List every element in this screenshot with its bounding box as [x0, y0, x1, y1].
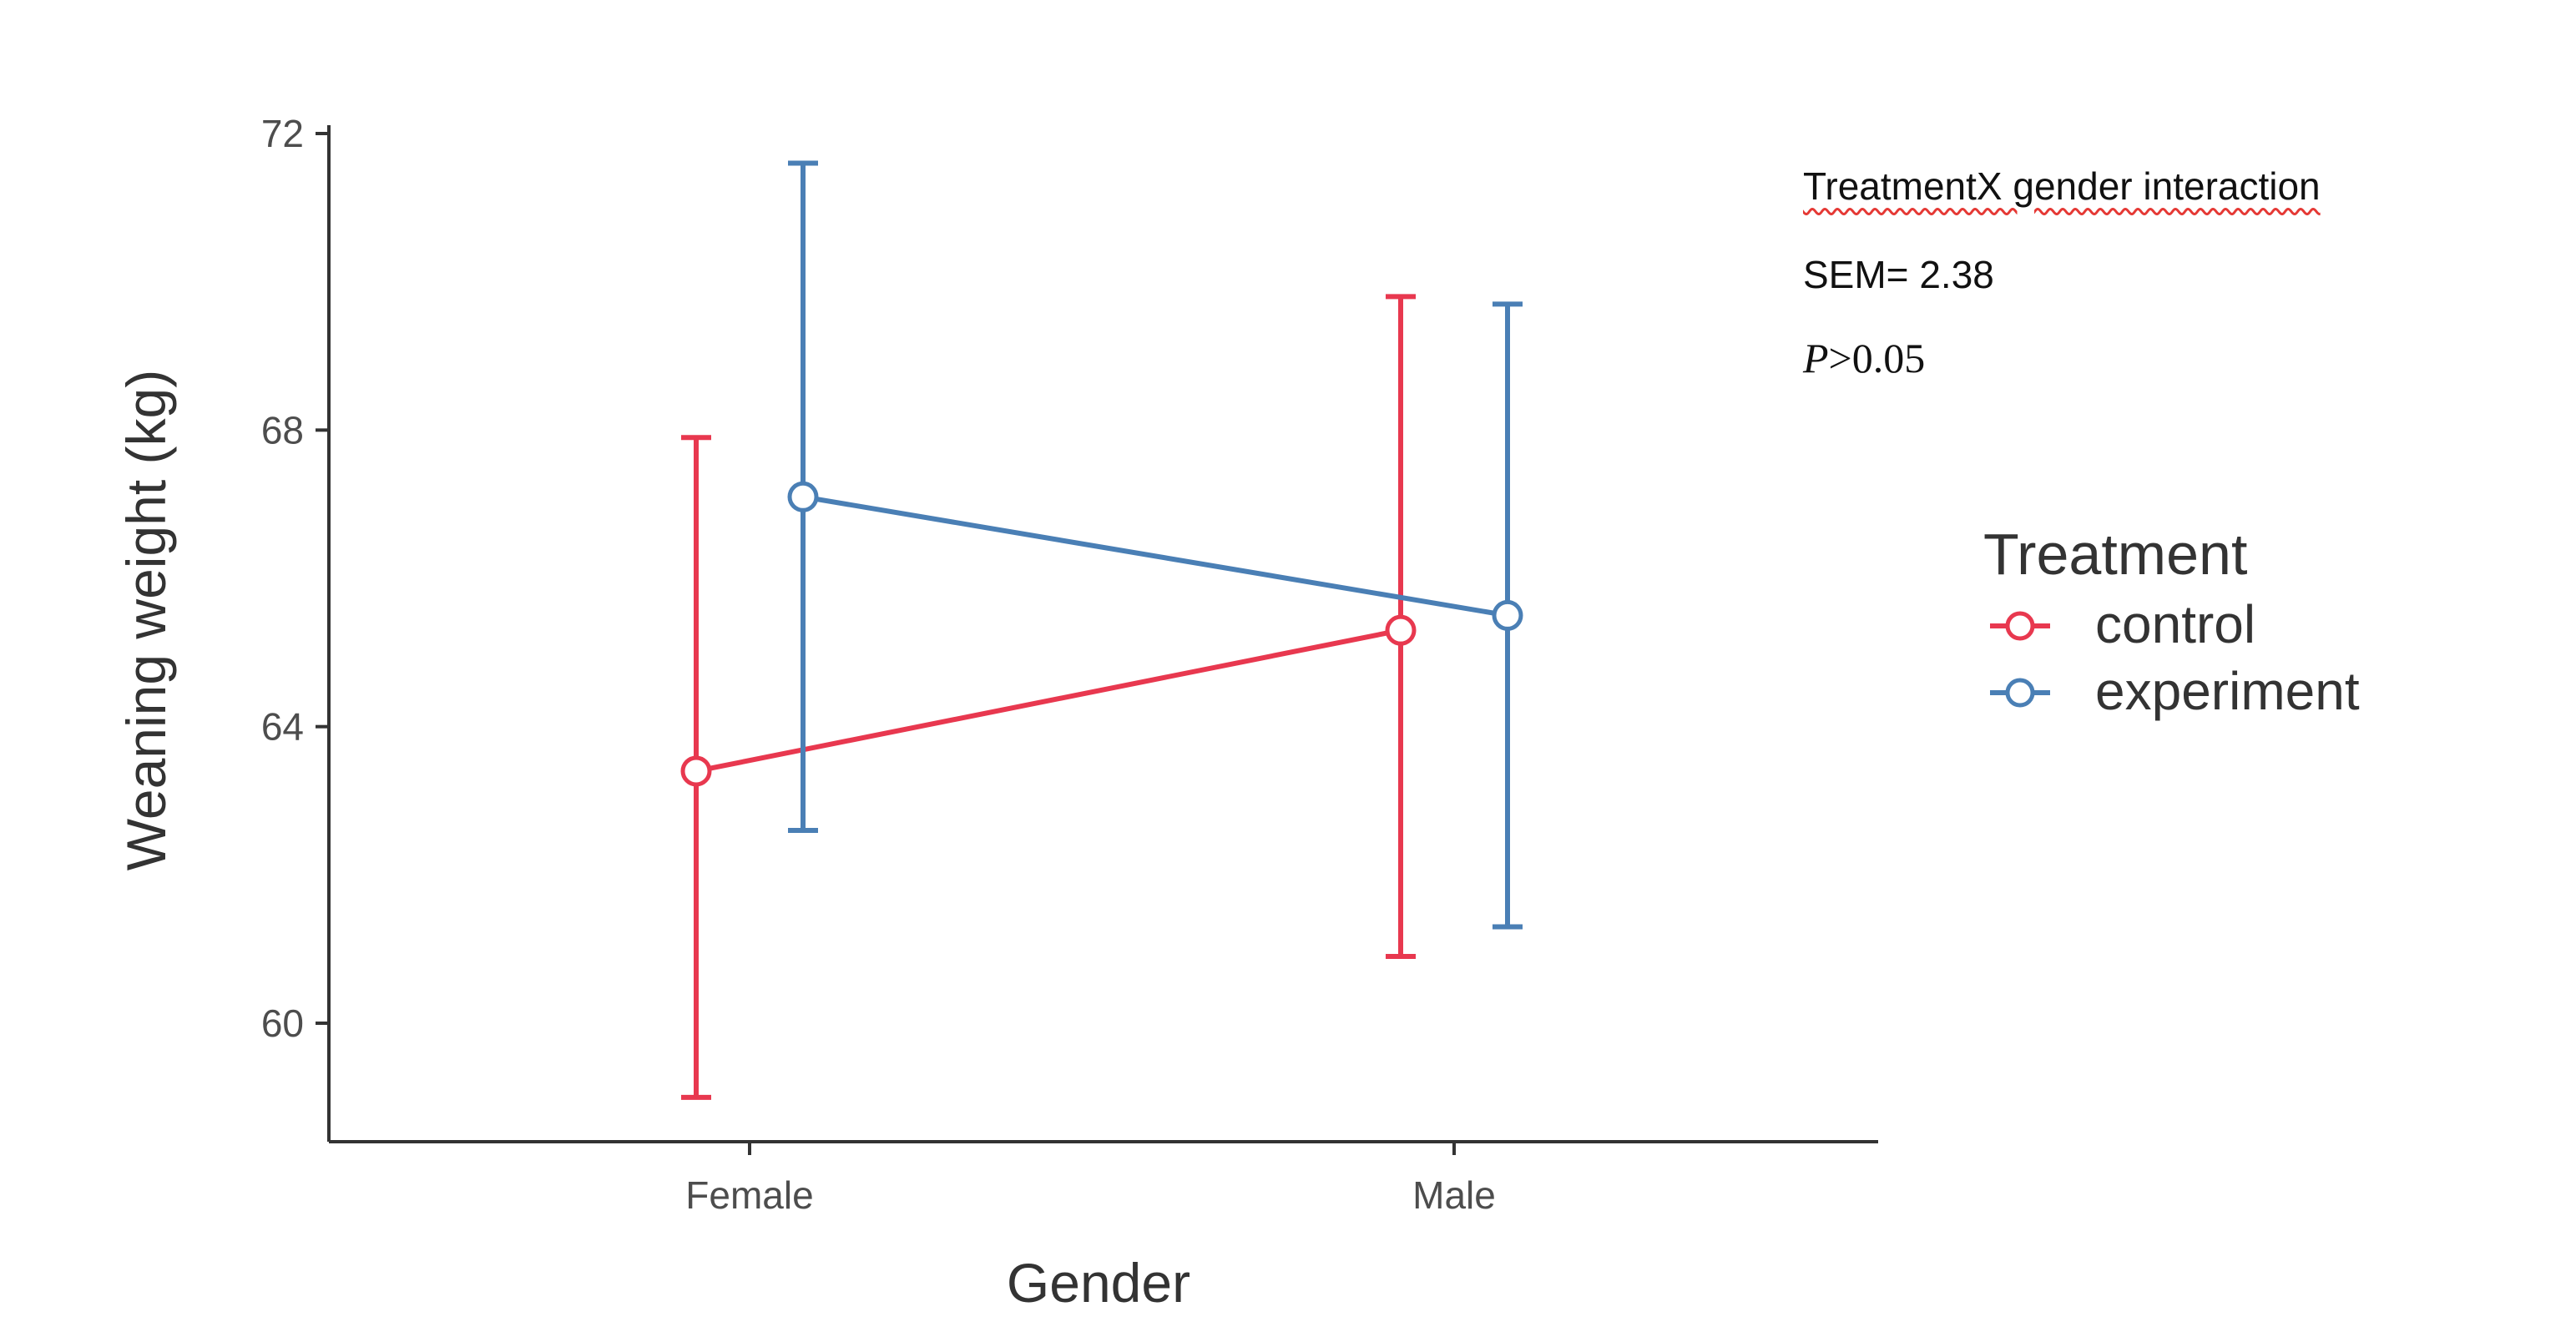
- x-tick-label: Male: [1412, 1173, 1496, 1217]
- legend-key-point: [2005, 678, 2035, 708]
- y-axis-title: Weaning weight (kg): [115, 370, 177, 870]
- y-tick-label: 60: [261, 1001, 304, 1045]
- y-tick-label: 72: [261, 112, 304, 155]
- x-axis-title: Gender: [1007, 1252, 1190, 1314]
- data-point-experiment: [1492, 599, 1523, 631]
- p-value-note: P>0.05: [1803, 334, 1925, 382]
- sem-note: SEM= 2.38: [1803, 253, 1994, 296]
- y-tick-label: 64: [261, 705, 304, 749]
- p-value: >0.05: [1828, 335, 1926, 381]
- p-symbol: P: [1803, 335, 1829, 381]
- legend-label-control: control: [2095, 594, 2255, 654]
- legend: Treatment control experiment: [1983, 522, 2360, 721]
- series-line-control: [695, 628, 1402, 774]
- data-point-control: [680, 755, 712, 787]
- data-point-control: [1385, 614, 1417, 646]
- legend-label-experiment: experiment: [2095, 661, 2360, 721]
- legend-key-point: [2005, 611, 2035, 641]
- legend-title: Treatment: [1983, 522, 2247, 587]
- x-tick-label: Female: [685, 1173, 813, 1217]
- series-line-experiment: [802, 494, 1508, 618]
- interaction-note: TreatmentX gender interaction: [1803, 164, 2321, 208]
- axes: 60 64 68 72 Female Male Gender Weaning weight (…: [115, 112, 1878, 1314]
- y-tick-label: 68: [261, 408, 304, 452]
- plot-area: [680, 160, 1523, 1100]
- data-point-experiment: [787, 481, 819, 512]
